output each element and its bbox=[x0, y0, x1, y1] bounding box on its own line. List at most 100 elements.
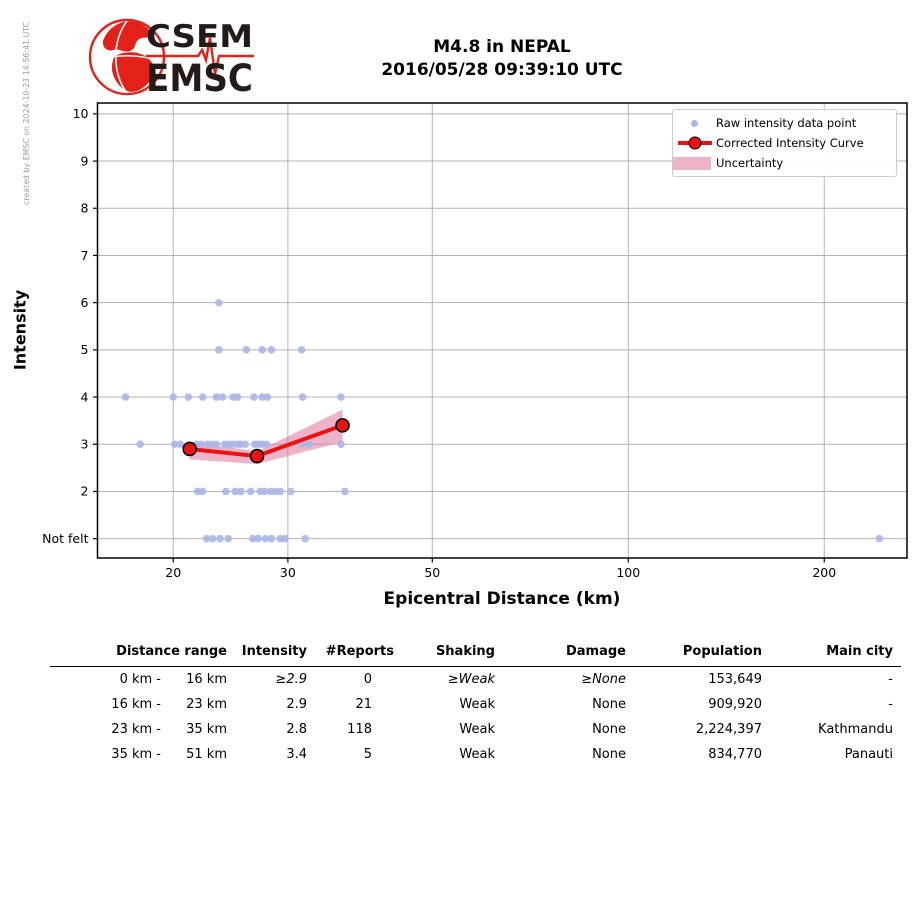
raw-intensity-point bbox=[337, 393, 345, 401]
chart-title-line1: M4.8 in NEPAL bbox=[433, 37, 571, 57]
raw-intensity-point bbox=[233, 440, 242, 449]
cell-distance-range: 16 km - 23 km bbox=[50, 692, 235, 717]
raw-intensity-point bbox=[258, 440, 267, 449]
table-row: 16 km - 23 km 2.9 21 Weak None 909,920 - bbox=[50, 692, 901, 717]
legend-item-corrected-curve: Corrected Intensity Curve bbox=[673, 133, 896, 153]
cell-reports: 5 bbox=[363, 747, 372, 762]
raw-intensity-point bbox=[256, 487, 264, 496]
raw-intensity-point bbox=[192, 440, 201, 449]
cell-main-city: - bbox=[888, 672, 893, 687]
distance-to: 35 km bbox=[186, 722, 227, 737]
raw-intensity-point bbox=[136, 440, 145, 449]
y-tick-label: Not felt bbox=[42, 531, 88, 546]
cell-damage: None bbox=[592, 722, 626, 737]
chart-title: M4.8 in NEPAL 2016/05/28 09:39:10 UTC bbox=[97, 36, 907, 82]
x-tick-label: 30 bbox=[280, 565, 296, 580]
cell-reports: 21 bbox=[355, 697, 372, 712]
raw-intensity-point bbox=[337, 440, 345, 449]
legend-label: Corrected Intensity Curve bbox=[716, 136, 864, 150]
logo-text-emsc: EMSC bbox=[146, 57, 253, 100]
raw-intensity-point bbox=[241, 440, 250, 449]
raw-intensity-point bbox=[262, 440, 271, 449]
logo-parallel-line bbox=[95, 54, 158, 62]
raw-intensity-point bbox=[341, 487, 349, 496]
distance-to: 23 km bbox=[186, 697, 227, 712]
raw-intensity-point bbox=[286, 487, 295, 496]
emsc-logo-graphic: CSEM EMSC bbox=[88, 18, 254, 100]
table-header-distance-range: Distance range bbox=[50, 638, 235, 667]
logo-continent-africa bbox=[111, 52, 155, 92]
table-header-damage: Damage bbox=[503, 638, 634, 667]
raw-intensity-point bbox=[231, 487, 239, 496]
table-header-intensity: Intensity bbox=[235, 638, 315, 667]
corrected-curve-marker bbox=[249, 448, 265, 464]
raw-intensity-point bbox=[229, 440, 237, 449]
logo-text-csem: CSEM bbox=[146, 19, 253, 55]
raw-intensity-point bbox=[184, 393, 193, 401]
distance-to: 51 km bbox=[186, 747, 227, 762]
raw-intensity-point bbox=[170, 440, 179, 449]
raw-intensity-point bbox=[193, 487, 202, 496]
raw-intensity-point bbox=[261, 534, 270, 543]
corrected-curve-marker bbox=[182, 441, 198, 457]
raw-intensity-point bbox=[169, 393, 178, 401]
cell-damage: None bbox=[592, 697, 626, 712]
raw-intensity-point bbox=[208, 440, 217, 449]
raw-intensity-point bbox=[276, 534, 285, 543]
raw-intensity-point bbox=[197, 440, 206, 449]
raw-intensity-point bbox=[271, 487, 280, 496]
cell-population: 834,770 bbox=[708, 747, 762, 762]
y-tick-label: 8 bbox=[81, 201, 89, 216]
uncertainty-band bbox=[189, 409, 343, 465]
raw-point-marker-icon bbox=[691, 119, 698, 127]
table-row: 35 km - 51 km 3.4 5 Weak None 834,770 Panauti bbox=[50, 742, 901, 767]
table-header-main-city: Main city bbox=[770, 638, 901, 667]
raw-intensity-point bbox=[216, 534, 224, 543]
raw-intensity-point bbox=[875, 534, 884, 543]
raw-intensity-point bbox=[250, 393, 258, 401]
legend-marker-area bbox=[673, 119, 716, 127]
raw-intensity-point bbox=[215, 298, 223, 307]
raw-intensity-point bbox=[233, 393, 242, 401]
distance-to: 16 km bbox=[186, 672, 227, 687]
raw-intensity-point bbox=[251, 440, 259, 449]
legend-item-raw-points: Raw intensity data point bbox=[673, 113, 896, 133]
cell-intensity: 2.9 bbox=[286, 697, 307, 712]
raw-intensity-point bbox=[276, 487, 285, 496]
raw-intensity-point bbox=[267, 534, 276, 543]
x-tick-label: 100 bbox=[616, 565, 640, 580]
raw-intensity-point bbox=[229, 393, 237, 401]
x-tick-label: 20 bbox=[165, 565, 181, 580]
raw-intensity-point bbox=[246, 487, 255, 496]
table-header--reports: #Reports bbox=[315, 638, 398, 667]
raw-intensity-point bbox=[208, 534, 217, 543]
logo-seismogram-icon bbox=[146, 37, 254, 75]
distance-from: 23 km - bbox=[111, 722, 161, 737]
cell-main-city: Panauti bbox=[844, 747, 893, 762]
raw-intensity-point bbox=[202, 534, 211, 543]
cell-shaking: Weak bbox=[459, 697, 495, 712]
raw-intensity-point bbox=[212, 440, 221, 449]
raw-intensity-point bbox=[224, 534, 233, 543]
table-header-row: Distance range Intensity #Reports Shaking Da… bbox=[50, 638, 901, 667]
raw-intensity-point bbox=[215, 346, 223, 354]
x-tick-label: 200 bbox=[812, 565, 836, 580]
raw-intensity-point bbox=[218, 393, 227, 401]
cell-damage: ≥None bbox=[581, 672, 626, 687]
cell-main-city: Kathmandu bbox=[818, 722, 893, 737]
raw-intensity-point bbox=[304, 440, 313, 449]
cell-reports: 0 bbox=[363, 672, 372, 687]
raw-intensity-point bbox=[301, 534, 310, 543]
raw-intensity-point bbox=[222, 487, 230, 496]
summary-table: Distance range Intensity #Reports Shaking Da… bbox=[50, 638, 901, 767]
raw-intensity-point bbox=[176, 440, 185, 449]
table-header-shaking: Shaking bbox=[398, 638, 503, 667]
distance-from: 16 km - bbox=[111, 697, 161, 712]
cell-distance-range: 0 km - 16 km bbox=[50, 667, 235, 693]
raw-intensity-point bbox=[263, 393, 272, 401]
raw-intensity-point bbox=[198, 393, 207, 401]
cell-population: 153,649 bbox=[708, 672, 762, 687]
raw-intensity-point bbox=[281, 534, 289, 543]
y-axis-label: Intensity bbox=[10, 289, 30, 371]
